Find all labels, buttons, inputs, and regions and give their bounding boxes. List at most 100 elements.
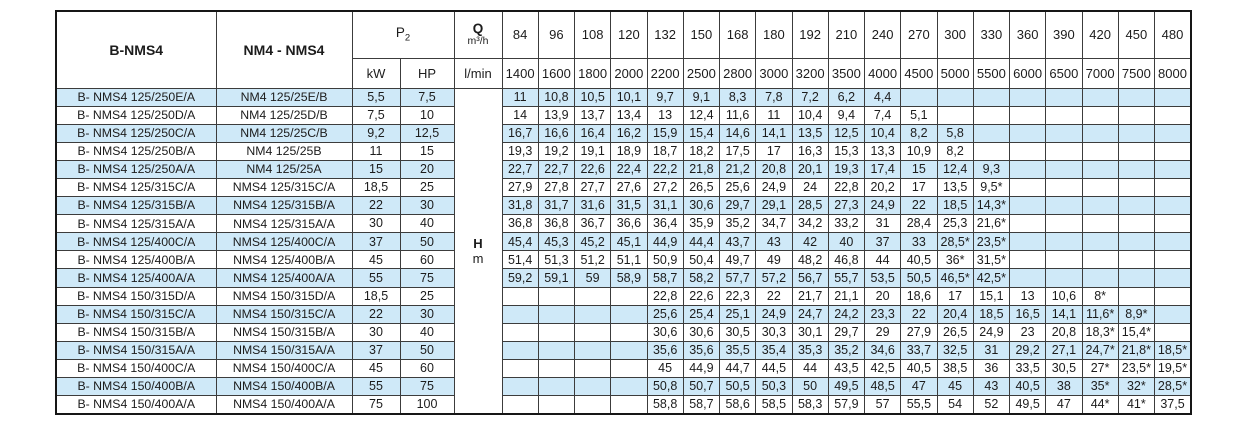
head-value-cell: 43	[755, 232, 793, 252]
head-value-cell	[610, 304, 648, 324]
head-value-cell: 43,7	[718, 232, 757, 252]
head-value-cell: 59,2	[501, 268, 539, 288]
flow-m3h-header-cell: 300	[936, 10, 974, 59]
table-row: B- NMS4 125/400B/A NMS4 125/400B/A 45 60 51,…	[55, 250, 1192, 270]
head-value-cell: 10,1	[610, 87, 648, 107]
head-value-cell: 47	[900, 376, 938, 397]
head-value-cell: 10,5	[573, 87, 612, 107]
p2-symbol: P	[395, 25, 405, 41]
flow-lmin-header-cell: 2800	[718, 57, 757, 89]
head-value-cell: 23,5*	[972, 232, 1011, 252]
power-hp-cell: 75	[399, 268, 455, 288]
head-value-cell	[1045, 159, 1083, 179]
head-value-cell: 9,7	[646, 87, 684, 107]
head-value-cell: 24,9	[972, 322, 1011, 342]
head-value-cell: 13,5	[936, 177, 974, 198]
head-value-cell: 31,8	[501, 196, 539, 216]
head-value-cell: 13	[1008, 286, 1047, 306]
flow-m3h-header-cell: 480	[1154, 10, 1192, 59]
head-value-cell: 49,7	[718, 250, 757, 270]
head-value-cell: 58,7	[682, 395, 721, 415]
head-value-cell: 5,1	[900, 105, 938, 125]
head-value-cell: 14,6	[718, 123, 757, 143]
head-value-cell: 15	[900, 159, 938, 179]
head-value-cell: 16,3	[791, 141, 829, 161]
head-value-cell: 26,5	[682, 177, 721, 198]
head-value-cell	[610, 376, 648, 397]
head-value-cell: 35*	[1081, 376, 1119, 397]
head-value-cell	[1117, 123, 1156, 143]
flow-m3h-header-cell: 210	[827, 10, 866, 59]
head-value-cell	[1117, 177, 1156, 198]
head-value-cell: 57,7	[718, 268, 757, 288]
model-b-nms4-cell: B- NMS4 125/250D/A	[55, 105, 217, 125]
head-value-cell: 17	[936, 286, 974, 306]
flow-lmin-header-cell: 5500	[972, 57, 1011, 89]
head-value-cell	[501, 395, 539, 415]
head-value-cell: 30,1	[791, 322, 829, 342]
head-value-cell: 57,9	[827, 395, 866, 415]
head-value-cell: 50,4	[682, 250, 721, 270]
head-value-cell: 22,7	[537, 159, 576, 179]
model-nm4-nms4-cell: NMS4 150/315B/A	[215, 322, 353, 342]
head-value-cell: 29,7	[718, 196, 757, 216]
col-header-bnms4: B-NMS4	[55, 10, 217, 89]
head-value-cell: 31,7	[537, 196, 576, 216]
head-value-cell	[1117, 196, 1156, 216]
head-value-cell: 30,6	[682, 322, 721, 342]
head-value-cell: 35,5	[718, 340, 757, 360]
head-value-cell	[537, 358, 576, 379]
head-value-cell: 42,5	[863, 358, 902, 379]
head-value-cell	[900, 87, 938, 107]
col-header-p2: P2	[351, 10, 455, 59]
model-b-nms4-cell: B- NMS4 125/315C/A	[55, 177, 217, 198]
power-hp-cell: 10	[399, 105, 455, 125]
power-hp-cell: 30	[399, 304, 455, 324]
model-b-nms4-cell: B- NMS4 150/315A/A	[55, 340, 217, 360]
model-nm4-nms4-cell: NMS4 125/315A/A	[215, 214, 353, 234]
q-symbol: Q	[472, 21, 484, 37]
model-nm4-nms4-cell: NMS4 150/315C/A	[215, 304, 353, 324]
head-value-cell: 29,2	[1008, 340, 1047, 360]
head-value-cell: 15,3	[827, 141, 866, 161]
flow-lmin-header-cell: 1600	[537, 57, 576, 89]
power-kw-cell: 9,2	[351, 123, 401, 143]
head-value-cell: 31,5	[610, 196, 648, 216]
model-b-nms4-cell: B- NMS4 150/400C/A	[55, 358, 217, 379]
model-nm4-nms4-cell: NMS4 125/400C/A	[215, 232, 353, 252]
head-value-cell: 40,5	[1008, 376, 1047, 397]
head-value-cell: 11	[501, 87, 539, 107]
head-value-cell: 21,1	[827, 286, 866, 306]
flow-m3h-header-cell: 180	[755, 10, 793, 59]
head-value-cell: 31,5*	[972, 250, 1011, 270]
power-hp-cell: 60	[399, 358, 455, 379]
head-value-cell: 19,5*	[1154, 358, 1192, 379]
head-value-cell: 8,3	[718, 87, 757, 107]
head-value-cell: 30,6	[646, 322, 684, 342]
head-value-cell: 53,5	[863, 268, 902, 288]
head-value-cell	[1008, 123, 1047, 143]
head-value-cell: 30,5	[1045, 358, 1083, 379]
model-b-nms4-cell: B- NMS4 125/315A/A	[55, 214, 217, 234]
power-hp-cell: 60	[399, 250, 455, 270]
head-value-cell	[1154, 177, 1192, 198]
head-value-cell	[501, 340, 539, 360]
head-value-cell: 16,5	[1008, 304, 1047, 324]
model-nm4-nms4-cell: NMS4 150/400C/A	[215, 358, 353, 379]
head-value-cell: 51,1	[610, 250, 648, 270]
head-value-cell	[610, 322, 648, 342]
power-kw-cell: 22	[351, 196, 401, 216]
head-value-cell: 52	[972, 395, 1011, 415]
head-value-cell: 19,3	[827, 159, 866, 179]
head-value-cell: 16,4	[573, 123, 612, 143]
head-value-cell: 18,7	[646, 141, 684, 161]
head-value-cell	[972, 105, 1011, 125]
head-value-cell: 28,5*	[1154, 376, 1192, 397]
head-value-cell: 58,3	[791, 395, 829, 415]
power-kw-cell: 18,5	[351, 177, 401, 198]
header-row-units: kW HP l/min 1400 1600 1800 2000 2200 2500 2800…	[56, 57, 1192, 89]
model-b-nms4-cell: B- NMS4 125/400C/A	[55, 232, 217, 252]
head-value-cell: 27,7	[573, 177, 612, 198]
model-b-nms4-cell: B- NMS4 150/315B/A	[55, 322, 217, 342]
